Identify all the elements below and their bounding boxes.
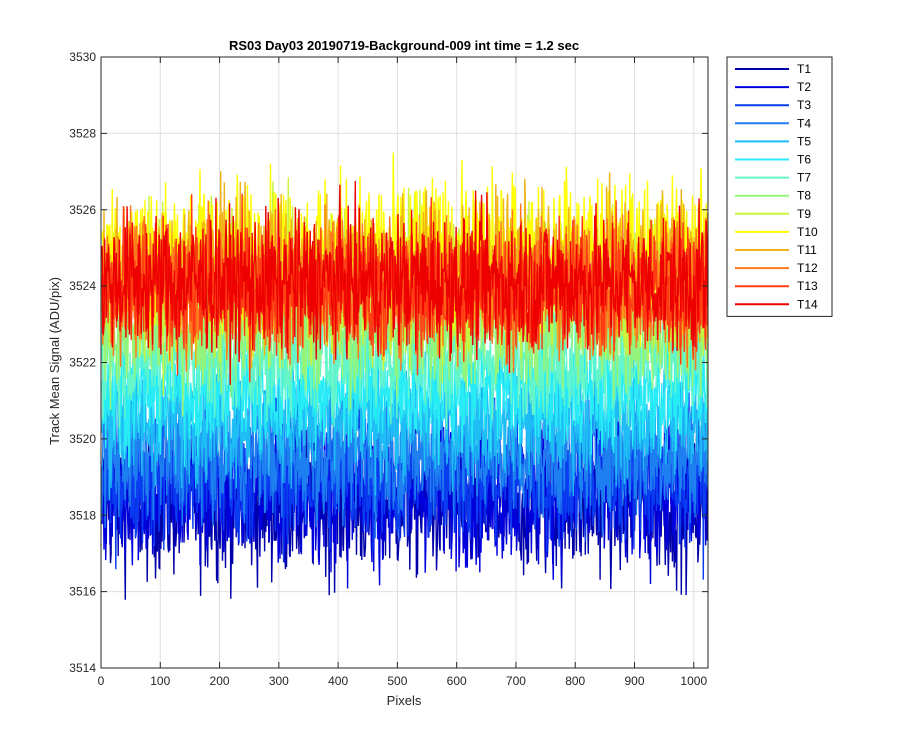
legend-label-T14: T14: [797, 297, 818, 311]
legend-label-T9: T9: [797, 207, 811, 221]
series-line-T5: [101, 340, 708, 501]
x-tick-label: 1000: [680, 674, 707, 688]
legend-label-T10: T10: [797, 225, 818, 239]
x-tick-label: 500: [387, 674, 407, 688]
x-axis-label: Pixels: [387, 693, 422, 708]
x-tick-label: 800: [565, 674, 585, 688]
series-lines: [101, 152, 708, 600]
legend-label-T3: T3: [797, 98, 811, 112]
legend-label-T1: T1: [797, 62, 811, 76]
y-axis-label: Track Mean Signal (ADU/pix): [47, 277, 62, 445]
legend-label-T5: T5: [797, 134, 811, 148]
x-axis-ticks: 0 100 200 300 400 500 600 700 800 900 1000: [98, 57, 707, 688]
x-tick-label: 200: [210, 674, 230, 688]
legend-label-T13: T13: [797, 279, 818, 293]
y-tick-label: 3530: [69, 50, 96, 64]
y-tick-label: 3528: [69, 126, 96, 140]
y-tick-label: 3514: [69, 661, 96, 675]
legend-box: [726, 56, 833, 317]
y-tick-label: 3516: [69, 585, 96, 599]
x-tick-label: 300: [269, 674, 289, 688]
x-tick-label: 600: [447, 674, 467, 688]
legend-label-T8: T8: [797, 189, 811, 203]
y-tick-label: 3518: [69, 508, 96, 522]
legend-label-T6: T6: [797, 153, 811, 167]
legend: T1 T2 T3 T4 T5 T6 T7 T8 T9 T10 T11 T12 T13 T14: [726, 56, 833, 317]
legend-label-T11: T11: [797, 243, 817, 257]
x-tick-label: 100: [150, 674, 170, 688]
series-line-T14: [101, 180, 708, 385]
legend-label-T2: T2: [797, 80, 811, 94]
x-tick-label: 400: [328, 674, 348, 688]
legend-label-T4: T4: [797, 116, 811, 130]
y-tick-label: 3520: [69, 432, 96, 446]
chart-title: RS03 Day03 20190719-Background-009 int t…: [229, 38, 579, 53]
y-tick-label: 3524: [69, 279, 96, 293]
legend-label-T7: T7: [797, 171, 811, 185]
x-tick-label: 0: [98, 674, 105, 688]
y-tick-label: 3526: [69, 203, 96, 217]
legend-label-T12: T12: [797, 261, 818, 275]
x-tick-label: 700: [506, 674, 526, 688]
y-tick-label: 3522: [69, 356, 96, 370]
x-tick-label: 900: [624, 674, 644, 688]
y-axis-ticks: 3514 3516 3518 3520 3522 3524 3526 3528 3530: [69, 50, 708, 675]
